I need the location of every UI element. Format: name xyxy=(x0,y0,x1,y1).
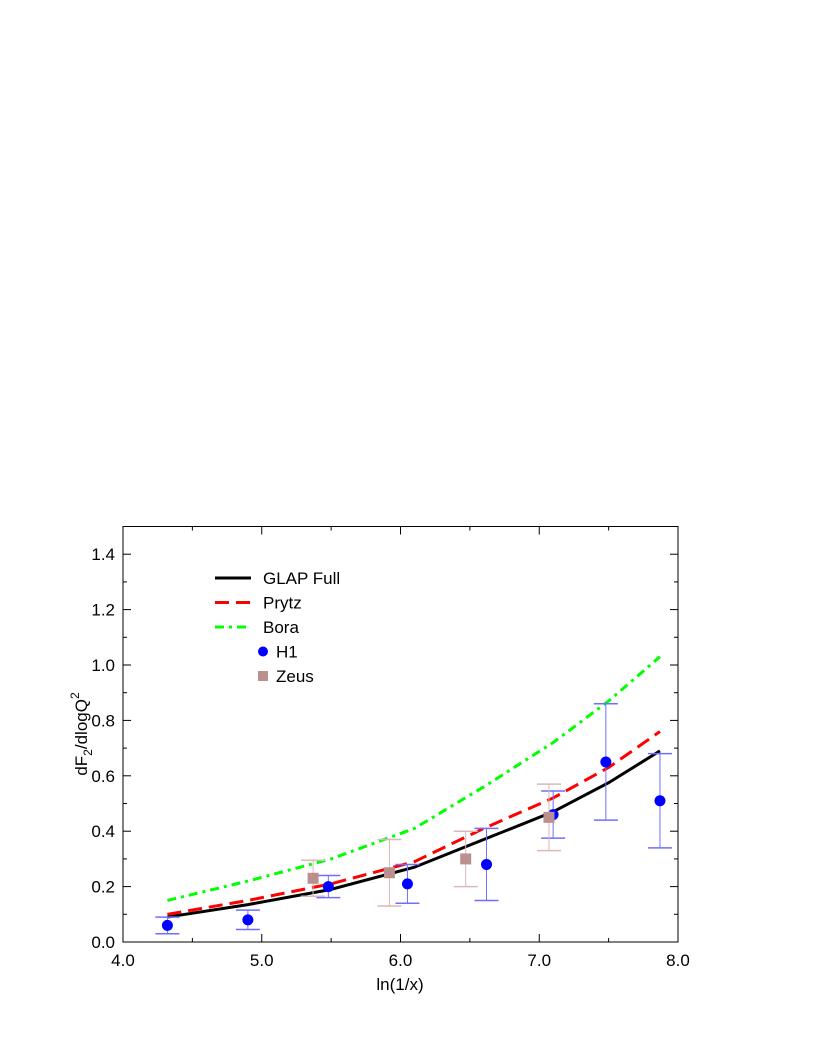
x-tick-label: 5.0 xyxy=(250,951,274,970)
y-tick-label: 1.0 xyxy=(91,656,115,675)
series-bora-line xyxy=(167,655,661,902)
zeus-point xyxy=(383,867,395,879)
x-tick-label: 8.0 xyxy=(666,951,690,970)
zeus-point xyxy=(307,872,319,884)
h1-point xyxy=(481,858,493,870)
y-tick-label: 0.2 xyxy=(91,878,115,897)
legend-label: H1 xyxy=(276,643,298,662)
h1-point xyxy=(322,881,334,893)
legend-label: Zeus xyxy=(276,667,314,686)
x-tick-label: 4.0 xyxy=(111,951,135,970)
y-tick-label: 0.8 xyxy=(91,711,115,730)
h1-point xyxy=(161,919,173,931)
h1-point xyxy=(600,756,612,768)
h1-point xyxy=(242,914,254,926)
series-prytz-line xyxy=(167,730,661,916)
x-tick-label: 7.0 xyxy=(527,951,551,970)
y-axis-label: dF2/dlogQ2 xyxy=(68,692,95,776)
y-tick-label: 0.6 xyxy=(91,767,115,786)
zeus-point xyxy=(460,853,472,865)
x-axis-label: ln(1/x) xyxy=(376,975,423,994)
y-tick-label: 1.4 xyxy=(91,545,115,564)
x-tick-label: 6.0 xyxy=(389,951,413,970)
h1-point xyxy=(401,878,413,890)
legend-label: GLAP Full xyxy=(263,569,340,588)
legend-label: Bora xyxy=(263,618,299,637)
legend-label: Prytz xyxy=(263,594,302,613)
y-tick-label: 1.2 xyxy=(91,601,115,620)
y-tick-label: 0.4 xyxy=(91,822,115,841)
legend-marker xyxy=(258,646,268,657)
series-glap-full-line xyxy=(167,749,661,919)
plot-frame xyxy=(122,526,679,943)
h1-point xyxy=(654,795,666,807)
y-tick-label: 0.0 xyxy=(91,933,115,952)
zeus-point xyxy=(543,811,555,823)
legend-marker xyxy=(258,671,268,681)
